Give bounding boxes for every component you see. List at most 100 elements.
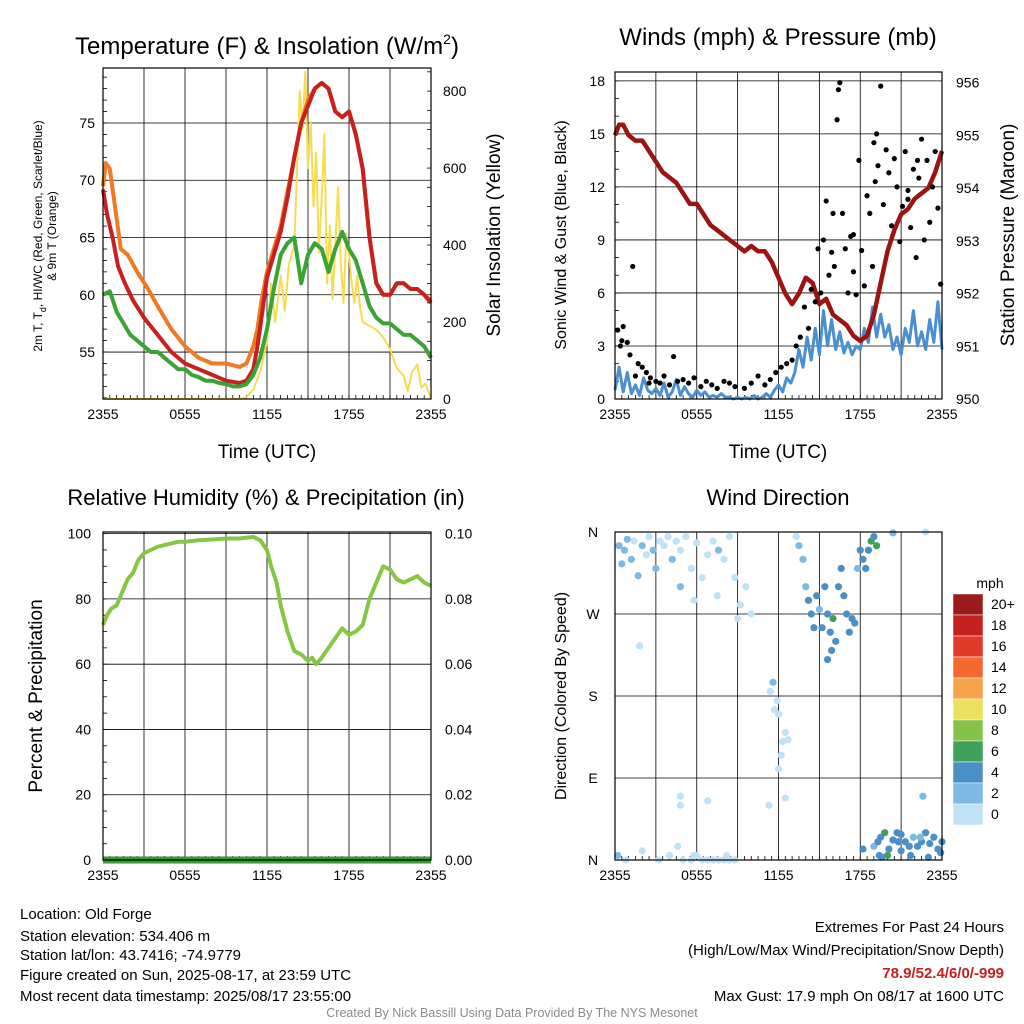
- legend-label: 18: [991, 617, 1007, 633]
- extremes-title: Extremes For Past 24 Hours: [814, 919, 1004, 936]
- gust-point: [789, 357, 795, 363]
- pressure-ytick-label: 952: [956, 286, 980, 302]
- wind-direction-ylabel: Direction (Colored By Speed): [553, 592, 570, 800]
- direction-point: [864, 546, 873, 554]
- rh-series-line: [101, 534, 432, 667]
- legend-label: 16: [991, 638, 1007, 654]
- humidity-xtick-label: 2355: [415, 867, 446, 883]
- gust-point: [883, 147, 889, 153]
- gust-point: [913, 254, 919, 261]
- direction-point: [642, 551, 650, 559]
- direction-point: [828, 646, 836, 655]
- green-temperature-series-line: [102, 229, 433, 389]
- gust-point: [661, 373, 667, 379]
- legend-swatch: [952, 677, 984, 700]
- direction-ytick-label: N: [588, 852, 598, 868]
- direction-point: [736, 601, 744, 609]
- insolation-series-line: [103, 70, 432, 400]
- humidity-title: Relative Humidity (%) & Precipitation (i…: [67, 485, 464, 510]
- legend-swatch: [952, 593, 984, 616]
- extremes-values: 78.9/52.4/6/0/-999: [882, 965, 1004, 982]
- gust-point: [703, 378, 709, 384]
- wind-direction-panel: Wind Direction Direction (Colored By Spe…: [553, 485, 1015, 883]
- direction-point: [615, 542, 623, 550]
- gust-point: [842, 246, 848, 252]
- winds-ytick-label: 0: [597, 391, 605, 407]
- temperature-title: Temperature (F) & Insolation (W/m2): [75, 31, 459, 60]
- temperature-xtick-label: 0555: [169, 406, 200, 422]
- gust-point: [784, 361, 790, 367]
- temperature-xtick-label: 2355: [87, 406, 118, 422]
- gust-point: [869, 263, 876, 270]
- gust-point: [624, 339, 630, 346]
- direction-point: [652, 564, 660, 573]
- winds-ytick-label: 15: [589, 126, 605, 142]
- direction-point: [795, 542, 803, 550]
- gust-point: [886, 170, 892, 176]
- gust-point: [627, 352, 633, 358]
- gust-point: [932, 148, 938, 155]
- sonic-wind-series-line: [613, 300, 944, 401]
- direction-point: [862, 564, 870, 573]
- gust-point: [899, 203, 906, 209]
- direction-point: [665, 851, 674, 860]
- legend-label: 8: [991, 722, 999, 738]
- direction-point: [873, 542, 881, 550]
- gust-point: [639, 364, 645, 370]
- gust-point: [867, 210, 873, 217]
- temperature-axes-frame: [102, 67, 432, 400]
- gust-point: [647, 375, 654, 381]
- precip-ytick-label: 0.04: [445, 721, 472, 737]
- footer-location: Location: Old Forge: [20, 906, 152, 923]
- direction-point: [907, 851, 915, 860]
- direction-point: [821, 583, 829, 591]
- pressure-ytick-label: 955: [956, 127, 980, 143]
- direction-point: [894, 838, 903, 846]
- direction-point: [832, 637, 840, 645]
- direction-point: [883, 851, 892, 860]
- direction-point: [638, 542, 646, 550]
- direction-point: [837, 564, 845, 573]
- legend-label: 2: [991, 785, 999, 801]
- direction-point: [690, 596, 698, 604]
- gust-point: [685, 380, 692, 386]
- direction-ytick-label: E: [588, 770, 597, 786]
- direction-point: [829, 614, 837, 623]
- gust-point: [741, 385, 748, 391]
- gust-point: [826, 272, 832, 278]
- gust-point: [856, 157, 862, 163]
- humidity-ytick-label: 80: [75, 591, 91, 607]
- direction-point: [807, 610, 815, 618]
- winds-xtick-label: 1155: [763, 406, 793, 422]
- direction-point: [826, 628, 834, 636]
- insolation-ytick-label: 200: [443, 314, 467, 330]
- direction-point: [766, 687, 774, 696]
- gust-point: [891, 156, 897, 162]
- direction-point: [897, 830, 905, 839]
- winds-xtick-label: 1755: [845, 406, 876, 422]
- direction-point: [840, 592, 848, 600]
- wind-direction-title: Wind Direction: [706, 485, 849, 510]
- legend-label: 10: [991, 701, 1007, 717]
- humidity-ytick-label: 60: [75, 656, 91, 672]
- direction-point: [709, 537, 717, 545]
- direction-point: [635, 642, 644, 650]
- direction-point: [620, 546, 629, 554]
- pressure-ytick-label: 954: [956, 180, 980, 196]
- gust-point: [837, 80, 843, 86]
- gust-point: [732, 384, 738, 390]
- gust-point: [653, 378, 659, 384]
- direction-point: [856, 546, 864, 554]
- direction-point: [668, 555, 676, 563]
- humidity-ytick-label: 40: [75, 721, 91, 737]
- humidity-ytick-label: 0: [83, 852, 91, 868]
- winds-xtick-label: 0555: [681, 406, 712, 422]
- temperature-xtick-label: 2355: [415, 406, 446, 422]
- direction-point: [676, 792, 685, 800]
- direction-point: [878, 853, 886, 861]
- direction-point: [704, 797, 712, 805]
- direction-point: [704, 551, 712, 559]
- legend-swatch: [952, 782, 984, 805]
- direction-point: [922, 829, 930, 837]
- precip-ytick-label: 0.08: [445, 591, 472, 607]
